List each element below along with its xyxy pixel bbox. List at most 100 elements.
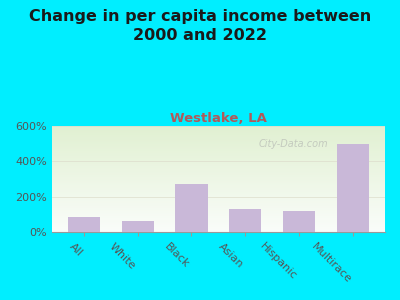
Bar [52,166,385,167]
Bar [52,214,385,215]
Bar [52,165,385,166]
Bar [52,230,385,231]
Bar [52,174,385,175]
Bar [52,153,385,154]
Bar [52,220,385,222]
Bar [52,127,385,128]
Bar [52,139,385,140]
Bar [52,144,385,145]
Text: Change in per capita income between
2000 and 2022: Change in per capita income between 2000… [29,9,371,43]
Bar [52,206,385,207]
Bar [52,181,385,182]
Bar [52,215,385,216]
Bar [52,152,385,153]
Bar [52,143,385,144]
Bar [52,184,385,185]
Title: Westlake, LA: Westlake, LA [170,112,267,124]
Bar [52,169,385,170]
Bar [52,126,385,127]
Bar [52,200,385,201]
Bar [52,189,385,190]
Bar [52,160,385,161]
Bar [52,201,385,202]
Bar [52,132,385,133]
Bar [52,193,385,194]
Bar [52,217,385,218]
Bar [52,196,385,197]
Bar [52,133,385,134]
Bar [52,208,385,209]
Bar [52,145,385,146]
Bar [52,176,385,177]
Bar [52,222,385,223]
Bar [52,227,385,228]
Bar [52,190,385,191]
Bar [52,191,385,192]
Text: City-Data.com: City-Data.com [258,139,328,148]
Bar [283,211,315,232]
Bar [52,168,385,169]
Bar [52,210,385,211]
Bar [52,128,385,129]
Bar [68,217,100,232]
Bar [52,209,385,210]
Bar [52,161,385,162]
Bar [52,172,385,174]
Bar [52,151,385,152]
Bar [52,150,385,151]
Bar [52,212,385,213]
Bar [52,178,385,179]
Bar [52,183,385,184]
Bar [52,224,385,225]
Bar [52,163,385,164]
Bar [52,231,385,232]
Bar [52,158,385,159]
Bar [52,203,385,205]
Bar [52,154,385,156]
Bar [52,223,385,224]
Bar [52,131,385,132]
Bar [229,209,261,232]
Bar [122,221,154,232]
Bar [52,164,385,165]
Bar [52,140,385,141]
Bar [52,137,385,139]
Bar [52,199,385,200]
Bar [52,225,385,226]
Bar [52,205,385,206]
Bar [52,192,385,193]
Bar [52,202,385,203]
Bar [52,226,385,227]
Bar [52,135,385,136]
Bar [52,180,385,181]
Bar [52,157,385,158]
Bar [52,179,385,180]
Bar [52,177,385,178]
Bar [52,130,385,131]
Bar [52,146,385,147]
Bar [52,149,385,150]
Bar [52,182,385,183]
Bar [52,141,385,142]
Bar [52,159,385,160]
Bar [175,184,208,232]
Bar [52,136,385,137]
Bar [52,170,385,172]
Bar [337,144,369,232]
Bar [52,167,385,168]
Bar [52,219,385,220]
Bar [52,186,385,188]
Bar [52,211,385,212]
Bar [52,198,385,199]
Bar [52,216,385,217]
Bar [52,213,385,214]
Bar [52,147,385,148]
Bar [52,162,385,163]
Bar [52,195,385,196]
Bar [52,194,385,195]
Bar [52,148,385,149]
Bar [52,156,385,157]
Bar [52,129,385,130]
Bar [52,197,385,198]
Bar [52,134,385,135]
